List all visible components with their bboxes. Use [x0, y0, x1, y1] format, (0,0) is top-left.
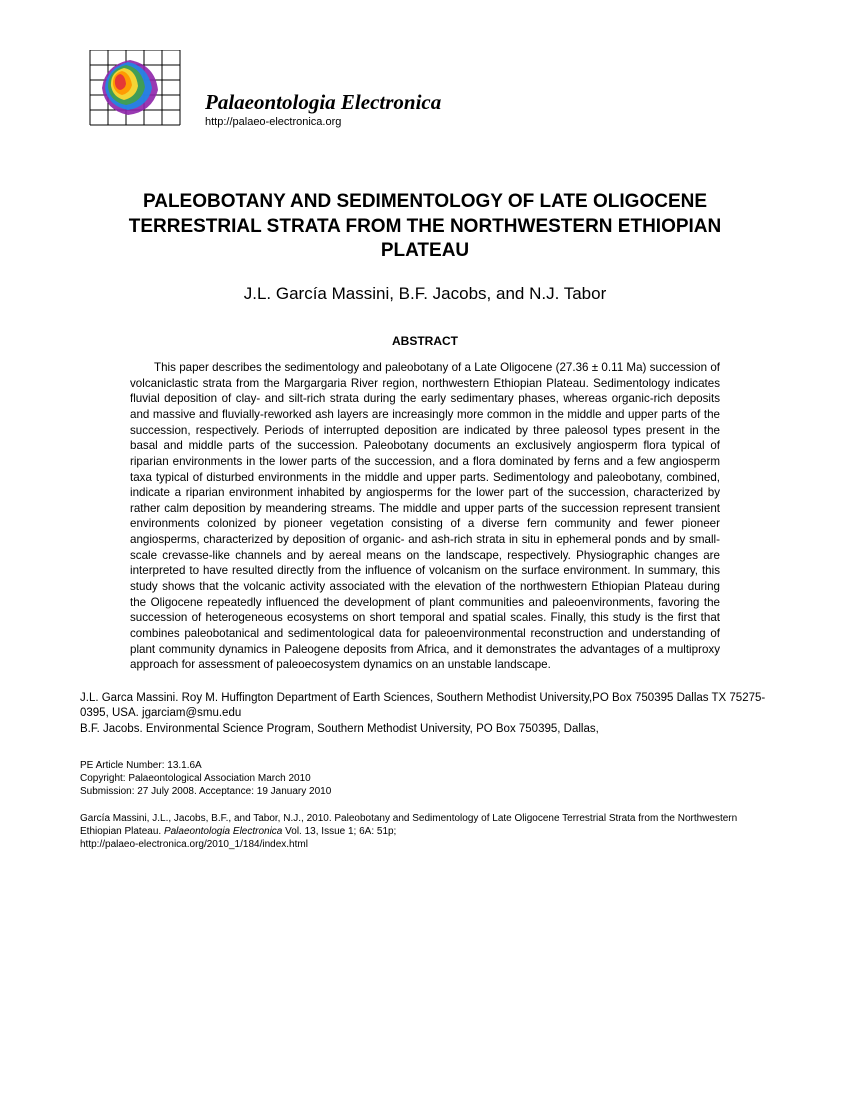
article-authors: J.L. García Massini, B.F. Jacobs, and N.… [80, 284, 770, 304]
citation-url: http://palaeo-electronica.org/2010_1/184… [80, 839, 308, 850]
journal-url: http://palaeo-electronica.org [205, 116, 441, 128]
citation-block: García Massini, J.L., Jacobs, B.F., and … [80, 812, 770, 851]
copyright-line: Copyright: Palaeontological Association … [80, 772, 770, 785]
submission-line: Submission: 27 July 2008. Acceptance: 19… [80, 785, 770, 798]
affiliation-line: J.L. Garca Massini. Roy M. Huffington De… [80, 691, 770, 722]
journal-name: Palaeontologia Electronica [205, 90, 441, 115]
affiliation-line: B.F. Jacobs. Environmental Science Progr… [80, 722, 770, 738]
journal-info: Palaeontologia Electronica http://palaeo… [205, 58, 441, 128]
page-header: Palaeontologia Electronica http://palaeo… [80, 50, 770, 135]
article-metadata: PE Article Number: 13.1.6A Copyright: Pa… [80, 759, 770, 798]
citation-journal: Palaeontologia Electronica [164, 826, 282, 837]
journal-logo [80, 50, 190, 135]
author-affiliations: J.L. Garca Massini. Roy M. Huffington De… [80, 691, 770, 738]
article-number: PE Article Number: 13.1.6A [80, 759, 770, 772]
citation-tail: Vol. 13, Issue 1; 6A: 51p; [282, 826, 396, 837]
abstract-body: This paper describes the sedimentology a… [130, 360, 720, 673]
article-title: PALEOBOTANY AND SEDIMENTOLOGY OF LATE OL… [100, 190, 750, 264]
abstract-heading: ABSTRACT [80, 334, 770, 348]
